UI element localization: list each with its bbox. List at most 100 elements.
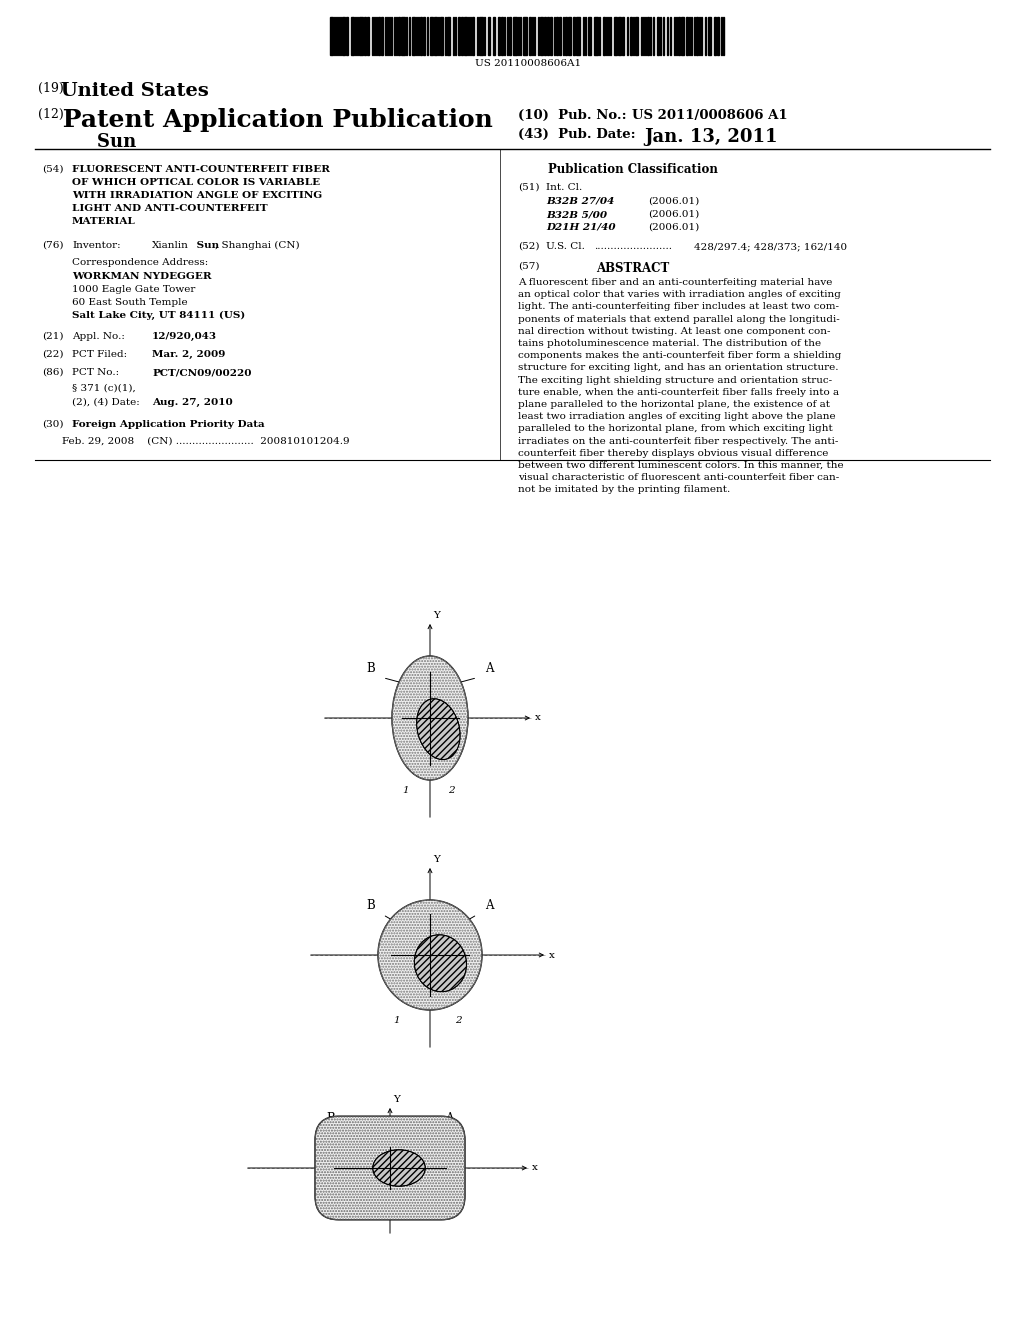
Text: PCT Filed:: PCT Filed: bbox=[72, 350, 127, 359]
Bar bbox=[696, 17, 698, 55]
Bar bbox=[529, 17, 531, 55]
Bar bbox=[575, 17, 580, 55]
Text: (2006.01): (2006.01) bbox=[648, 223, 699, 232]
Bar bbox=[647, 17, 649, 55]
Text: Sun: Sun bbox=[193, 242, 219, 249]
Text: B32B 27/04: B32B 27/04 bbox=[546, 197, 614, 206]
Bar bbox=[686, 17, 688, 55]
Text: PCT No.:: PCT No.: bbox=[72, 368, 119, 378]
Bar bbox=[493, 17, 495, 55]
Bar bbox=[430, 17, 433, 55]
Bar bbox=[398, 17, 400, 55]
Text: Mar. 2, 2009: Mar. 2, 2009 bbox=[152, 350, 225, 359]
Text: 428/297.4; 428/373; 162/140: 428/297.4; 428/373; 162/140 bbox=[694, 242, 847, 251]
Text: least two irradiation angles of exciting light above the plane: least two irradiation angles of exciting… bbox=[518, 412, 836, 421]
Bar bbox=[573, 17, 575, 55]
Bar bbox=[681, 17, 684, 55]
Bar bbox=[544, 17, 546, 55]
Bar bbox=[346, 17, 348, 55]
Text: (43)  Pub. Date:: (43) Pub. Date: bbox=[518, 128, 636, 141]
Bar bbox=[364, 17, 366, 55]
Bar bbox=[635, 17, 638, 55]
Text: counterfeit fiber thereby displays obvious visual difference: counterfeit fiber thereby displays obvio… bbox=[518, 449, 828, 458]
Text: Inventor:: Inventor: bbox=[72, 242, 121, 249]
Bar bbox=[556, 17, 558, 55]
Bar bbox=[714, 17, 716, 55]
Bar bbox=[378, 17, 380, 55]
Text: 1: 1 bbox=[402, 785, 409, 795]
Ellipse shape bbox=[378, 900, 482, 1010]
Bar bbox=[630, 17, 632, 55]
Text: MATERIAL: MATERIAL bbox=[72, 216, 136, 226]
Text: Foreign Application Priority Data: Foreign Application Priority Data bbox=[72, 420, 264, 429]
Text: Y: Y bbox=[393, 1096, 400, 1104]
Text: ture enable, when the anti-counterfeit fiber falls freely into a: ture enable, when the anti-counterfeit f… bbox=[518, 388, 839, 397]
Bar bbox=[464, 17, 467, 55]
Bar bbox=[559, 17, 561, 55]
Text: Aug. 27, 2010: Aug. 27, 2010 bbox=[152, 399, 232, 407]
Text: 1000 Eagle Gate Tower: 1000 Eagle Gate Tower bbox=[72, 285, 196, 294]
Text: Patent Application Publication: Patent Application Publication bbox=[54, 108, 493, 132]
Text: Correspondence Address:: Correspondence Address: bbox=[72, 257, 208, 267]
Bar bbox=[367, 17, 369, 55]
Bar bbox=[509, 17, 511, 55]
Text: 1: 1 bbox=[338, 1203, 344, 1210]
Text: ........................: ........................ bbox=[594, 242, 672, 251]
Text: x: x bbox=[535, 714, 541, 722]
Bar bbox=[513, 17, 517, 55]
Text: B32B 5/00: B32B 5/00 bbox=[546, 210, 607, 219]
Text: Y: Y bbox=[433, 855, 440, 865]
Bar bbox=[547, 17, 549, 55]
Text: B: B bbox=[367, 661, 375, 675]
Text: not be imitated by the printing filament.: not be imitated by the printing filament… bbox=[518, 486, 730, 495]
Text: US 2011/0008606 A1: US 2011/0008606 A1 bbox=[632, 110, 787, 121]
Text: ponents of materials that extend parallel along the longitudi-: ponents of materials that extend paralle… bbox=[518, 314, 840, 323]
Text: WITH IRRADIATION ANGLE OF EXCITING: WITH IRRADIATION ANGLE OF EXCITING bbox=[72, 191, 323, 201]
Text: 2: 2 bbox=[428, 1203, 434, 1210]
Text: A: A bbox=[485, 899, 494, 912]
Text: (54): (54) bbox=[42, 165, 63, 174]
Bar bbox=[708, 17, 711, 55]
Text: United States: United States bbox=[54, 82, 209, 100]
Text: 12/920,043: 12/920,043 bbox=[152, 333, 217, 341]
Text: D21H 21/40: D21H 21/40 bbox=[546, 223, 615, 232]
Text: between two different luminescent colors. In this manner, the: between two different luminescent colors… bbox=[518, 461, 844, 470]
Text: ABSTRACT: ABSTRACT bbox=[596, 261, 670, 275]
Text: A: A bbox=[445, 1111, 454, 1125]
Text: paralleled to the horizontal plane, from which exciting light: paralleled to the horizontal plane, from… bbox=[518, 425, 833, 433]
Text: (2), (4) Date:: (2), (4) Date: bbox=[72, 399, 139, 407]
Bar bbox=[622, 17, 624, 55]
Text: A: A bbox=[485, 661, 494, 675]
Bar bbox=[420, 17, 422, 55]
Text: (52): (52) bbox=[518, 242, 540, 251]
Bar bbox=[565, 17, 567, 55]
Bar bbox=[614, 17, 617, 55]
Bar bbox=[540, 17, 543, 55]
Text: (21): (21) bbox=[42, 333, 63, 341]
Text: US 20110008606A1: US 20110008606A1 bbox=[475, 59, 581, 69]
Text: PCT/CN09/00220: PCT/CN09/00220 bbox=[152, 368, 252, 378]
Text: (57): (57) bbox=[518, 261, 540, 271]
Text: (76): (76) bbox=[42, 242, 63, 249]
Bar bbox=[488, 17, 490, 55]
Bar bbox=[717, 17, 719, 55]
Text: x: x bbox=[549, 950, 555, 960]
Text: x: x bbox=[532, 1163, 538, 1172]
Text: The exciting light shielding structure and orientation struc-: The exciting light shielding structure a… bbox=[518, 376, 833, 384]
Text: (51): (51) bbox=[518, 183, 540, 191]
Text: Salt Lake City, UT 84111 (US): Salt Lake City, UT 84111 (US) bbox=[72, 312, 246, 321]
Bar bbox=[472, 17, 474, 55]
Text: (19): (19) bbox=[38, 82, 63, 95]
Bar bbox=[412, 17, 415, 55]
Text: (30): (30) bbox=[42, 420, 63, 429]
Ellipse shape bbox=[392, 656, 468, 780]
Bar bbox=[550, 17, 552, 55]
Text: Sun: Sun bbox=[72, 133, 136, 150]
Bar bbox=[342, 17, 345, 55]
Text: (2006.01): (2006.01) bbox=[648, 197, 699, 206]
Text: WORKMAN NYDEGGER: WORKMAN NYDEGGER bbox=[72, 272, 212, 281]
Bar bbox=[594, 17, 598, 55]
Text: (2006.01): (2006.01) bbox=[648, 210, 699, 219]
Text: § 371 (c)(1),: § 371 (c)(1), bbox=[72, 384, 136, 393]
Text: Int. Cl.: Int. Cl. bbox=[546, 183, 583, 191]
